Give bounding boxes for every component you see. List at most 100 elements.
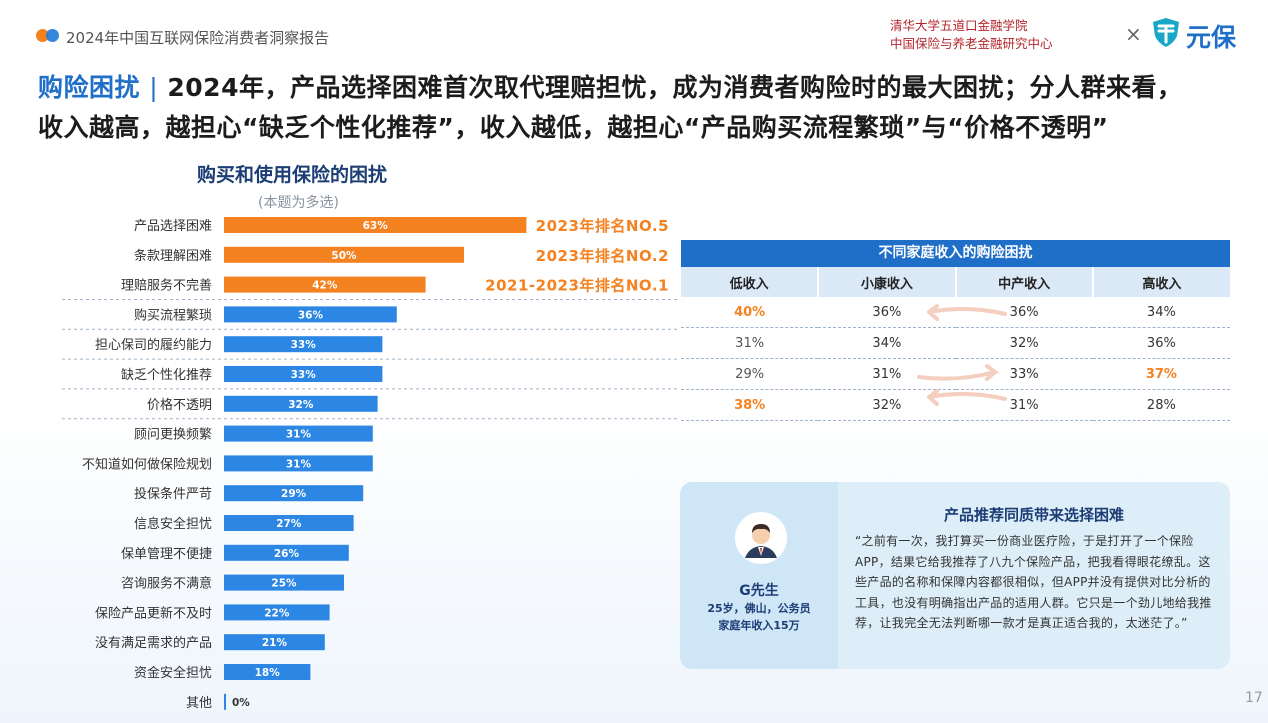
table-row: 40% 36% 36% 34% — [681, 297, 1230, 328]
bar — [224, 485, 364, 502]
category-label: 价格不透明 — [147, 397, 212, 413]
right-arrow-icon — [917, 364, 1000, 381]
column-header: 中产收入 — [954, 267, 1093, 297]
chart-subtitle: (本题为多选) — [258, 195, 339, 211]
category-label: 咨询服务不满意 — [121, 576, 212, 592]
person-info-line-2: 家庭年收入15万 — [718, 619, 800, 632]
column-header: 高收入 — [1091, 267, 1230, 297]
bar — [224, 664, 311, 680]
bar — [224, 336, 383, 353]
headline-line-1: 购险困扰 | 2024年，产品选择困难首次取代理赔担忧，成为消费者购险时的最大困… — [38, 68, 1258, 108]
times-symbol: × — [1125, 22, 1142, 46]
bar — [224, 276, 426, 293]
person-info-line-1: 25岁，佛山，公务员 — [707, 602, 811, 615]
yuanbao-logo: 元保 — [1150, 16, 1250, 52]
bar — [224, 544, 349, 561]
blue-dot-icon — [46, 29, 59, 42]
table-cell: 32% — [955, 327, 1093, 359]
value-label: 31% — [286, 458, 312, 470]
headline-keyword: 购险困扰 — [38, 73, 141, 102]
headline-separator: | — [149, 73, 159, 102]
value-label: 33% — [291, 369, 317, 381]
table-row: 38% 32% 31% 28% — [681, 389, 1230, 421]
value-label: 36% — [298, 309, 324, 321]
institution-name: 清华大学五道口金融学院 中国保险与养老金融研究中心 — [890, 17, 1053, 53]
value-label: 22% — [264, 607, 290, 619]
category-label: 不知道如何做保险规划 — [82, 456, 212, 472]
institution-line-2: 中国保险与养老金融研究中心 — [890, 36, 1053, 51]
table-cell: 36% — [818, 297, 956, 328]
table-cell: 38% — [681, 389, 819, 421]
bar — [224, 574, 344, 591]
quote-card-title: 产品推荐同质带来选择困难 — [943, 506, 1124, 524]
value-label: 0% — [232, 697, 250, 709]
income-table-title: 不同家庭收入的购险困扰 — [681, 240, 1230, 267]
bar — [224, 455, 373, 472]
table-cell: 40% — [681, 297, 819, 328]
table-row: 29% 31% 33% 37% — [681, 358, 1230, 390]
income-table-grid: 低收入 小康收入 中产收入 高收入 40% 36% 36% 34% 31% 34% 32% 36% 2… — [681, 267, 1230, 421]
headline-line-2: 收入越高，越担心“缺乏个性化推荐”，收入越低，越担心“产品购买流程繁琐”与“价格… — [38, 113, 1109, 142]
category-label: 其他 — [186, 696, 212, 711]
income-table: 不同家庭收入的购险困扰 低收入 小康收入 中产收入 高收入 40% 36% 36% 34% 3… — [681, 240, 1230, 421]
column-header: 小康收入 — [817, 267, 956, 297]
value-label: 21% — [262, 637, 288, 649]
chart-title: 购买和使用保险的困扰 — [197, 164, 388, 186]
table-cell: 34% — [818, 327, 956, 359]
table-cell: 29% — [681, 358, 819, 390]
table-cell: 37% — [1092, 358, 1230, 390]
institution-line-1: 清华大学五道口金融学院 — [890, 18, 1028, 33]
bar-chart: 产品选择困难 63% 2023年排名NO.5 条款理解困难 50% 2023年排名NO.2… — [62, 217, 680, 711]
headline-line-1-text: 2024年，产品选择困难首次取代理赔担忧，成为消费者购险时的最大困扰；分人群来看… — [167, 73, 1183, 102]
value-label: 27% — [276, 518, 302, 530]
value-label: 29% — [281, 488, 307, 500]
category-label: 条款理解困难 — [134, 248, 212, 264]
person-name: G先生 — [739, 583, 779, 599]
bar — [224, 515, 354, 531]
category-label: 缺乏个性化推荐 — [121, 368, 212, 383]
category-label: 理赔服务不完善 — [121, 278, 212, 294]
left-arrow-icon — [927, 389, 1007, 406]
headline: 购险困扰 | 2024年，产品选择困难首次取代理赔担忧，成为消费者购险时的最大困… — [38, 68, 1258, 148]
table-cell: 31% — [818, 358, 956, 390]
bar — [224, 395, 378, 412]
category-label: 没有满足需求的产品 — [95, 635, 212, 651]
shield-logo-icon — [1153, 18, 1179, 47]
value-label: 33% — [291, 339, 317, 351]
table-cell: 31% — [681, 327, 819, 359]
person-panel: G先生 25岁，佛山，公务员 家庭年收入15万 — [680, 482, 838, 669]
value-label: 50% — [331, 250, 357, 262]
category-label: 信息安全担忧 — [134, 516, 212, 532]
value-label: 25% — [271, 578, 297, 590]
bar — [224, 217, 527, 233]
quote-text: “之前有一次，我打算买一份商业医疗险，于是打开了一个保险APP，结果它给我推荐了… — [855, 534, 1212, 630]
quote-card: G先生 25岁，佛山，公务员 家庭年收入15万 产品推荐同质带来选择困难 “之前… — [680, 482, 1230, 669]
category-label: 保险产品更新不及时 — [95, 605, 212, 621]
category-label: 资金安全担忧 — [134, 665, 212, 681]
value-label: 31% — [286, 429, 312, 441]
category-label: 产品选择困难 — [134, 219, 212, 234]
report-title: 2024年中国互联网保险消费者洞察报告 — [66, 29, 330, 47]
left-arrow-icon — [927, 304, 1007, 321]
person-avatar-icon — [737, 514, 785, 562]
bar — [224, 246, 464, 263]
value-label: 32% — [288, 399, 314, 411]
person-info: 25岁，佛山，公务员 家庭年收入15万 — [680, 600, 838, 634]
rank-annotation: 2023年排名NO.5 — [536, 217, 669, 235]
table-cell: 31% — [955, 389, 1093, 421]
category-label: 担心保司的履约能力 — [95, 337, 212, 353]
value-label: 63% — [363, 220, 389, 232]
value-label: 26% — [274, 548, 300, 560]
bar — [224, 604, 330, 621]
bar — [224, 366, 383, 382]
value-label: 42% — [312, 280, 338, 292]
rank-annotation: 2021-2023年排名NO.1 — [485, 277, 669, 295]
table-cell: 36% — [1092, 327, 1230, 359]
table-cell: 34% — [1092, 297, 1230, 328]
value-label: 18% — [255, 667, 281, 679]
column-header: 低收入 — [681, 267, 819, 297]
page-number: 17 — [1245, 690, 1263, 706]
orange-dot-icon — [36, 29, 49, 42]
bar — [224, 306, 397, 323]
bar — [224, 634, 325, 651]
